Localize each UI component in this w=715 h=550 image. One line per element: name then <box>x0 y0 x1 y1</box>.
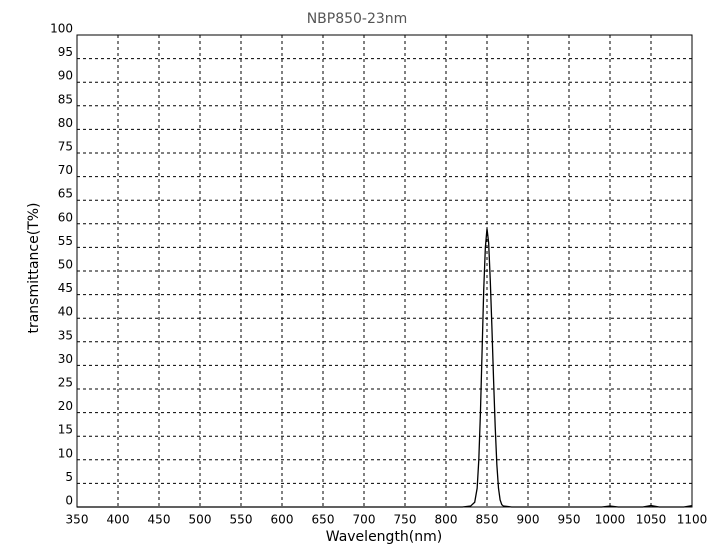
x-tick-label: 500 <box>189 513 212 527</box>
x-tick-label: 950 <box>558 513 581 527</box>
x-tick-label: 700 <box>353 513 376 527</box>
y-tick-label: 90 <box>58 69 73 83</box>
y-tick-label: 15 <box>58 423 73 437</box>
y-tick-label: 50 <box>58 258 73 272</box>
y-tick-label: 40 <box>58 305 73 319</box>
data-line <box>77 228 693 508</box>
y-tick-label: 55 <box>58 234 73 248</box>
y-tick-label: 95 <box>58 45 73 59</box>
y-tick-label: 100 <box>50 22 73 36</box>
x-tick-label: 750 <box>394 513 417 527</box>
x-axis-label: Wavelength(nm) <box>326 529 442 545</box>
x-tick-label: 400 <box>107 513 130 527</box>
x-tick-label: 1050 <box>636 513 667 527</box>
x-tick-label: 650 <box>312 513 335 527</box>
x-tick-label: 900 <box>517 513 540 527</box>
y-tick-label: 30 <box>58 352 73 366</box>
x-tick-label: 550 <box>230 513 253 527</box>
y-tick-label: 45 <box>58 281 73 295</box>
y-tick-label: 5 <box>65 470 73 484</box>
y-tick-label: 75 <box>58 140 73 154</box>
y-tick-label: 0 <box>65 494 73 508</box>
y-tick-label: 80 <box>58 116 73 130</box>
y-tick-label: 35 <box>58 328 73 342</box>
y-tick-label: 85 <box>58 92 73 106</box>
x-tick-label: 850 <box>476 513 499 527</box>
y-tick-label: 10 <box>58 446 73 460</box>
x-tick-label: 1000 <box>595 513 626 527</box>
y-tick-label: 25 <box>58 376 73 390</box>
y-tick-label: 20 <box>58 399 73 413</box>
y-tick-label: 60 <box>58 210 73 224</box>
x-tick-label: 600 <box>271 513 294 527</box>
x-tick-label: 350 <box>66 513 89 527</box>
x-tick-label: 800 <box>435 513 458 527</box>
x-tick-label: 1100 <box>677 513 708 527</box>
x-tick-label: 450 <box>148 513 171 527</box>
y-tick-label: 65 <box>58 187 73 201</box>
y-axis-label: transmittance(T%) <box>26 202 42 333</box>
y-tick-label: 70 <box>58 163 73 177</box>
chart-title: NBP850-23nm <box>307 11 408 27</box>
